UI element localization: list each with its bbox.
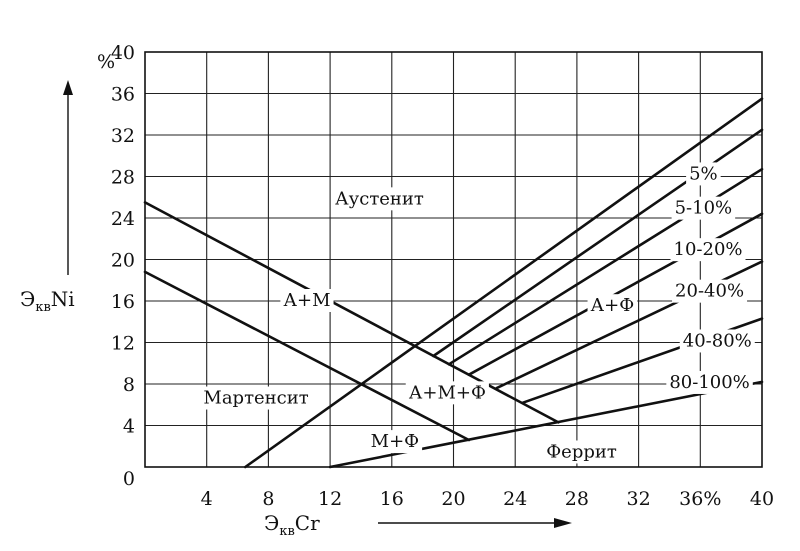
boundary-am-lower	[143, 270, 471, 442]
region-label-a-m: А+М	[280, 289, 334, 312]
boundary-martensite-limit	[244, 97, 764, 469]
x-tick-label: 4	[201, 488, 213, 510]
x-axis-label-element: Cr	[295, 511, 320, 535]
region-label-austenite-mask	[332, 187, 427, 211]
region-label-ferrite-text: Феррит	[546, 441, 617, 462]
region-label-martensite-mask	[200, 386, 312, 410]
x-tick-label: 32	[627, 488, 651, 510]
region-label-ferrite-mask	[543, 440, 620, 464]
ferrite-percent-label-1: 5-10%	[671, 196, 736, 220]
ferrite-percent-label-4-text: 40-80%	[683, 330, 752, 351]
ferrite-percent-label-1-mask	[671, 196, 736, 220]
x-tick-label: 40	[750, 488, 774, 510]
region-label-a-m-f-text: А+М+Ф	[409, 382, 486, 403]
region-label-m-f: М+Ф	[367, 430, 423, 454]
ferrite-percent-label-4-mask	[679, 329, 755, 353]
y-tick-label: 12	[111, 333, 135, 355]
y-tick-label: 0	[123, 468, 135, 490]
region-label-austenite: Аустенит	[332, 187, 427, 211]
region-label-m-f-text: М+Ф	[371, 431, 419, 452]
ferrite-percent-label-0-text: 5%	[689, 163, 718, 184]
region-label-martensite-text: Мартенсит	[203, 388, 308, 409]
ferrite-percent-label-5: 80-100%	[666, 370, 753, 394]
y-axis-label-symbol: Э	[20, 287, 35, 311]
region-label-a-m-text: А+М	[283, 290, 330, 311]
region-label-austenite-text: Аустенит	[335, 188, 424, 209]
ferrite-percent-label-1-text: 5-10%	[675, 198, 733, 219]
y-axis-label-element: Ni	[51, 287, 75, 311]
y-tick-label: 36	[111, 84, 135, 106]
y-tick-label: 28	[111, 167, 135, 189]
y-tick-label: 16	[111, 291, 135, 313]
y-tick-label: 20	[111, 250, 135, 272]
y-axis-label-sub: кв	[35, 300, 50, 315]
x-axis-label-symbol: Э	[264, 511, 279, 535]
region-label-a-m-f-mask	[405, 381, 489, 405]
y-axis-unit: %	[97, 51, 115, 73]
y-axis-label: ЭквNi	[20, 287, 75, 315]
region-label-a-f: А+Ф	[587, 294, 638, 318]
grid-lines	[145, 52, 762, 467]
y-tick-label: 32	[111, 125, 135, 147]
x-tick-label: 8	[262, 488, 274, 510]
ferrite-percent-label-2: 10-20%	[670, 238, 746, 262]
x-tick-label: 24	[503, 488, 527, 510]
ferrite-percent-label-2-text: 10-20%	[674, 239, 743, 260]
ferrite-percent-label-3: 20-40%	[672, 279, 748, 303]
region-label-martensite: Мартенсит	[200, 386, 312, 410]
y-tick-label: 4	[123, 416, 135, 438]
boundary-am-upper	[143, 201, 560, 424]
y-tick-label: 24	[111, 208, 135, 230]
x-axis-label-sub: кв	[279, 524, 294, 539]
ferrite-percent-label-4: 40-80%	[679, 329, 755, 353]
ferrite-percent-label-0: 5%	[686, 162, 721, 186]
y-axis-arrowhead	[63, 80, 73, 95]
ferrite-percent-label-0-mask	[686, 162, 721, 186]
y-tick-label: 8	[123, 374, 135, 396]
ferrite-percent-label-3-text: 20-40%	[675, 281, 744, 302]
plot-frame	[144, 51, 763, 468]
ferrite-percent-label-5-mask	[666, 370, 753, 394]
x-tick-label: 20	[441, 488, 465, 510]
y-tick-label: 40	[111, 42, 135, 64]
region-labels: Аустенит А+М Мартенсит А+М+Ф М+Ф А+Ф Феррит 5% 5…	[200, 162, 755, 464]
x-axis-label: ЭквCr	[264, 511, 320, 539]
x-tick-label: 16	[380, 488, 404, 510]
region-label-m-f-mask	[367, 430, 423, 454]
ferrite-percent-label-2-mask	[670, 238, 746, 262]
ferrite-percent-label-3-mask	[672, 279, 748, 303]
region-label-ferrite: Феррит	[543, 440, 620, 464]
region-label-a-m-mask	[280, 289, 334, 312]
region-label-a-m-f: А+М+Ф	[405, 381, 489, 405]
region-label-a-f-mask	[587, 294, 638, 318]
x-tick-label: 28	[565, 488, 589, 510]
axis-ticks: 0 4 8 12 16 20 24 28 32 36 40 4 8 12 16 20 24 28 32 36% 40	[111, 42, 774, 510]
x-axis-arrowhead	[554, 518, 572, 528]
ferrite-percent-label-5-text: 80-100%	[669, 372, 749, 393]
x-tick-label: 36%	[679, 488, 721, 510]
region-label-a-f-text: А+Ф	[591, 295, 635, 316]
x-tick-label: 12	[318, 488, 342, 510]
